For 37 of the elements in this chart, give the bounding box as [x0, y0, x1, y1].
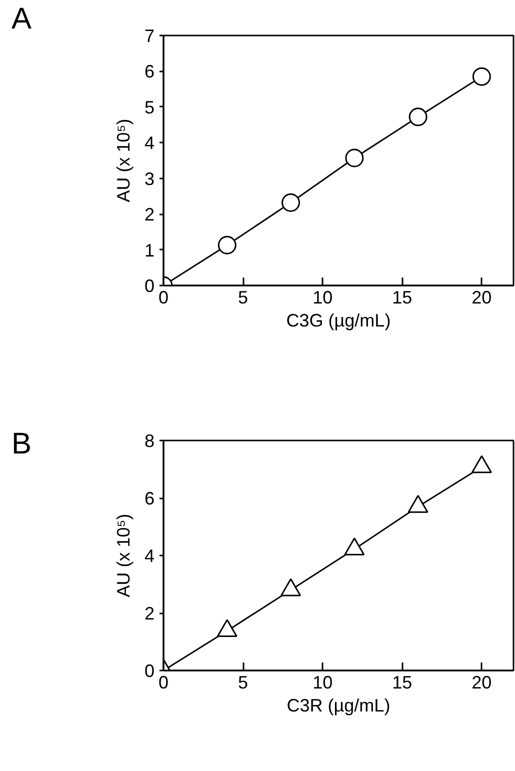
y-tick-label: 5	[144, 97, 155, 118]
y-tick-label: 3	[144, 168, 155, 189]
y-tick-label: 4	[144, 546, 155, 566]
point	[218, 236, 236, 254]
y-tick-label: 2	[144, 204, 155, 225]
y-tick-label: 6	[144, 488, 155, 508]
x-tick-label: 15	[392, 672, 412, 692]
x-tick-label: 10	[312, 672, 333, 692]
y-tick-label: 6	[144, 62, 155, 82]
x-tick-label: 0	[158, 672, 169, 692]
x-tick-label: 20	[472, 288, 492, 308]
y-tick-label: 7	[144, 26, 155, 46]
x-tick-label: 20	[472, 672, 492, 692]
point	[345, 148, 364, 168]
point	[216, 619, 238, 638]
x-axis-title: C3G (µg/mL)	[286, 310, 391, 330]
y-tick-label: 4	[144, 133, 155, 154]
y-axis-title: AU (x 10⁵)	[113, 514, 134, 598]
text: B	[12, 428, 32, 460]
point	[472, 67, 491, 86]
point	[344, 537, 365, 556]
x-axis-title: C3R (µg/mL)	[286, 696, 390, 716]
x-tick-label: 15	[392, 288, 412, 308]
x-tick-label: 5	[238, 288, 248, 308]
y-tick-label: 8	[144, 431, 155, 451]
x-tick-label: 10	[312, 288, 333, 308]
x-tick-label: 0	[158, 288, 169, 308]
text: A	[12, 2, 32, 36]
point	[471, 455, 492, 474]
point	[408, 108, 428, 126]
y-axis-title: AU (x 10⁵)	[113, 118, 134, 202]
y-tick-label: 2	[144, 604, 155, 624]
point	[408, 494, 428, 513]
x-tick-label: 5	[238, 672, 248, 692]
y-tick-label: 1	[144, 240, 155, 260]
point	[280, 578, 302, 596]
point	[282, 193, 300, 212]
